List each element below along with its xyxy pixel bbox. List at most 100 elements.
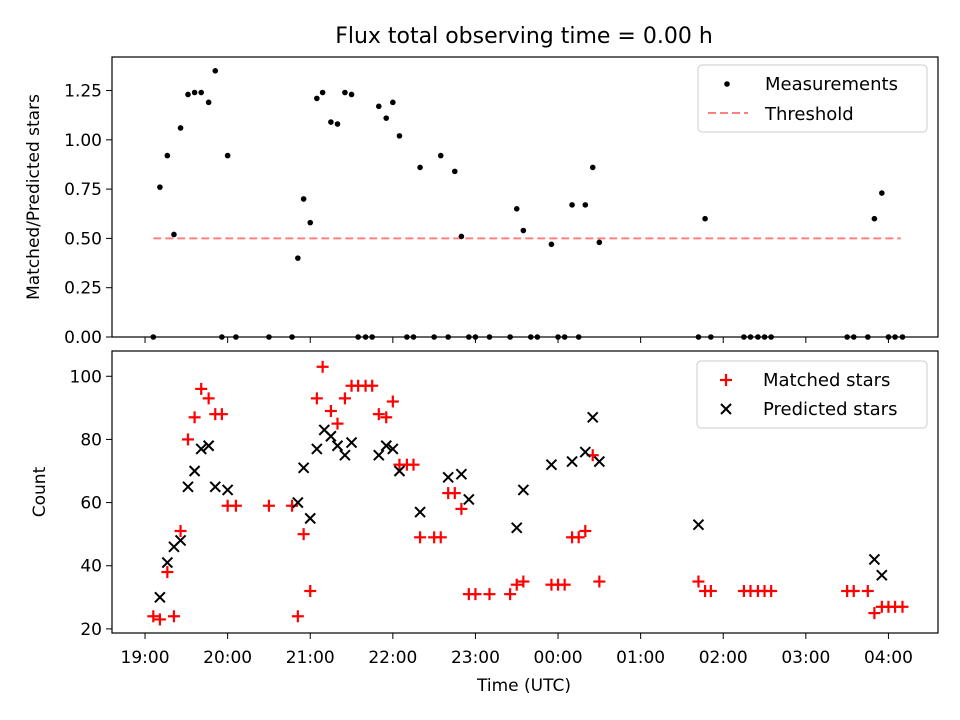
matched-star-point	[896, 600, 909, 613]
measurement-point	[185, 91, 191, 98]
measurement-point	[177, 125, 184, 131]
predicted-star-point	[414, 506, 426, 518]
matched-star-point	[324, 405, 337, 417]
measurement-point	[157, 184, 163, 190]
matched-star-point	[579, 525, 592, 537]
predicted-star-point	[325, 430, 337, 442]
top-legend-box	[697, 64, 928, 133]
measurement-point	[451, 168, 458, 175]
matched-star-point	[455, 502, 468, 515]
matched-star-point	[310, 392, 323, 405]
predicted-star-point	[311, 443, 323, 455]
measurement-point	[224, 152, 231, 159]
bottom-y-axis-label: Count	[30, 466, 50, 517]
matched-star-point	[469, 588, 482, 601]
matched-star-point	[174, 525, 187, 537]
bottom-x-tick-label: 22:00	[368, 648, 417, 668]
predicted-star-point	[331, 440, 344, 452]
top-y-tick-label: 0.50	[64, 229, 102, 249]
measurement-point	[520, 227, 527, 234]
matched-star-point	[448, 487, 461, 500]
predicted-star-point	[511, 522, 523, 534]
chart-title: Flux total observing time = 0.00 h	[335, 24, 713, 49]
matched-star-point	[262, 499, 275, 512]
matched-star-point	[153, 613, 166, 626]
predicted-star-point	[587, 411, 599, 424]
predicted-star-point	[566, 455, 578, 468]
bottom-y-tick-label: 100	[70, 367, 102, 387]
bottom-y-tick-label: 60	[80, 494, 102, 514]
predicted-star-point	[463, 493, 475, 506]
matched-star-point	[215, 408, 228, 421]
predicted-star-point	[221, 484, 234, 496]
matched-star-point	[434, 531, 447, 544]
predicted-star-point	[579, 446, 592, 458]
measurement-point	[212, 68, 219, 74]
measurements-legend-marker	[724, 81, 730, 87]
top-plot-frame	[111, 56, 939, 338]
bottom-legend: Matched stars Predicted stars	[696, 360, 928, 429]
measurement-point	[513, 206, 520, 212]
bottom-y-tick-label: 40	[80, 557, 102, 577]
matched-star-point	[704, 585, 717, 597]
predicted-legend-marker	[720, 403, 732, 415]
bottom-x-tick-label: 02:00	[699, 648, 748, 668]
predicted-star-point	[292, 496, 304, 509]
matched-star-point	[765, 585, 778, 597]
measurements-series	[150, 68, 906, 340]
measurement-point	[191, 89, 198, 96]
predicted-star-point	[174, 534, 187, 547]
predicted-star-point	[154, 591, 166, 604]
measurement-point	[702, 215, 708, 222]
measurement-point	[589, 164, 596, 171]
predicted-star-point	[304, 512, 316, 525]
matched-star-point	[338, 392, 351, 405]
matched-star-point	[181, 433, 194, 446]
predicted-star-point	[593, 455, 606, 468]
matched-legend-label: Matched stars	[763, 370, 890, 391]
bottom-x-tick-label: 21:00	[286, 648, 335, 668]
predicted-star-point	[455, 468, 468, 480]
predicted-legend-label: Predicted stars	[763, 399, 897, 420]
predicted-star-point	[297, 462, 310, 474]
measurement-point	[198, 89, 205, 96]
predicted-star-point	[876, 569, 888, 581]
matched-star-point	[380, 411, 393, 424]
measurement-point	[334, 121, 341, 127]
predicted-star-point	[393, 465, 406, 477]
measurement-point	[319, 89, 326, 96]
bottom-x-axis: 19:00 20:00 21:00 22:00 23:00 00:00 01:00 02:00…	[121, 633, 913, 668]
matched-star-point	[868, 607, 881, 620]
predicted-star-point	[339, 449, 351, 461]
threshold-legend-label: Threshold	[764, 104, 854, 125]
bottom-x-axis-label: Time (UTC)	[476, 676, 571, 696]
top-y-axis: 0.00 0.25 0.50 0.75 1.00 1.25	[64, 82, 112, 348]
top-y-tick-label: 0.00	[64, 328, 102, 348]
matched-star-point	[372, 408, 385, 421]
measurement-point	[164, 152, 171, 159]
matched-star-point	[504, 588, 517, 601]
measurement-point	[458, 233, 465, 240]
bottom-y-axis: 20 40 60 80 100	[70, 367, 112, 640]
measurement-point	[342, 89, 348, 96]
bottom-y-tick-label: 20	[80, 620, 102, 640]
bottom-plot-frame	[111, 350, 939, 634]
measurement-point	[314, 95, 320, 102]
matched-star-point	[366, 379, 379, 392]
predicted-star-point	[380, 440, 392, 452]
measurement-point	[383, 115, 390, 121]
bottom-x-tick-label: 03:00	[781, 648, 830, 668]
matched-star-point	[167, 610, 180, 623]
top-panel: 0.00 0.25 0.50 0.75 1.00 1.25 Matched/Predict…	[24, 56, 939, 348]
matched-star-point	[572, 531, 585, 544]
bottom-x-tick-label: 23:00	[451, 648, 500, 668]
predicted-star-point	[442, 471, 454, 484]
matched-star-point	[558, 578, 571, 591]
predicted-star-point	[202, 440, 215, 452]
matched-stars-series	[147, 360, 909, 626]
bottom-x-tick-label: 19:00	[121, 648, 170, 668]
matched-star-point	[510, 578, 523, 591]
bottom-x-tick-label: 01:00	[616, 648, 665, 668]
matched-star-point	[161, 566, 174, 579]
